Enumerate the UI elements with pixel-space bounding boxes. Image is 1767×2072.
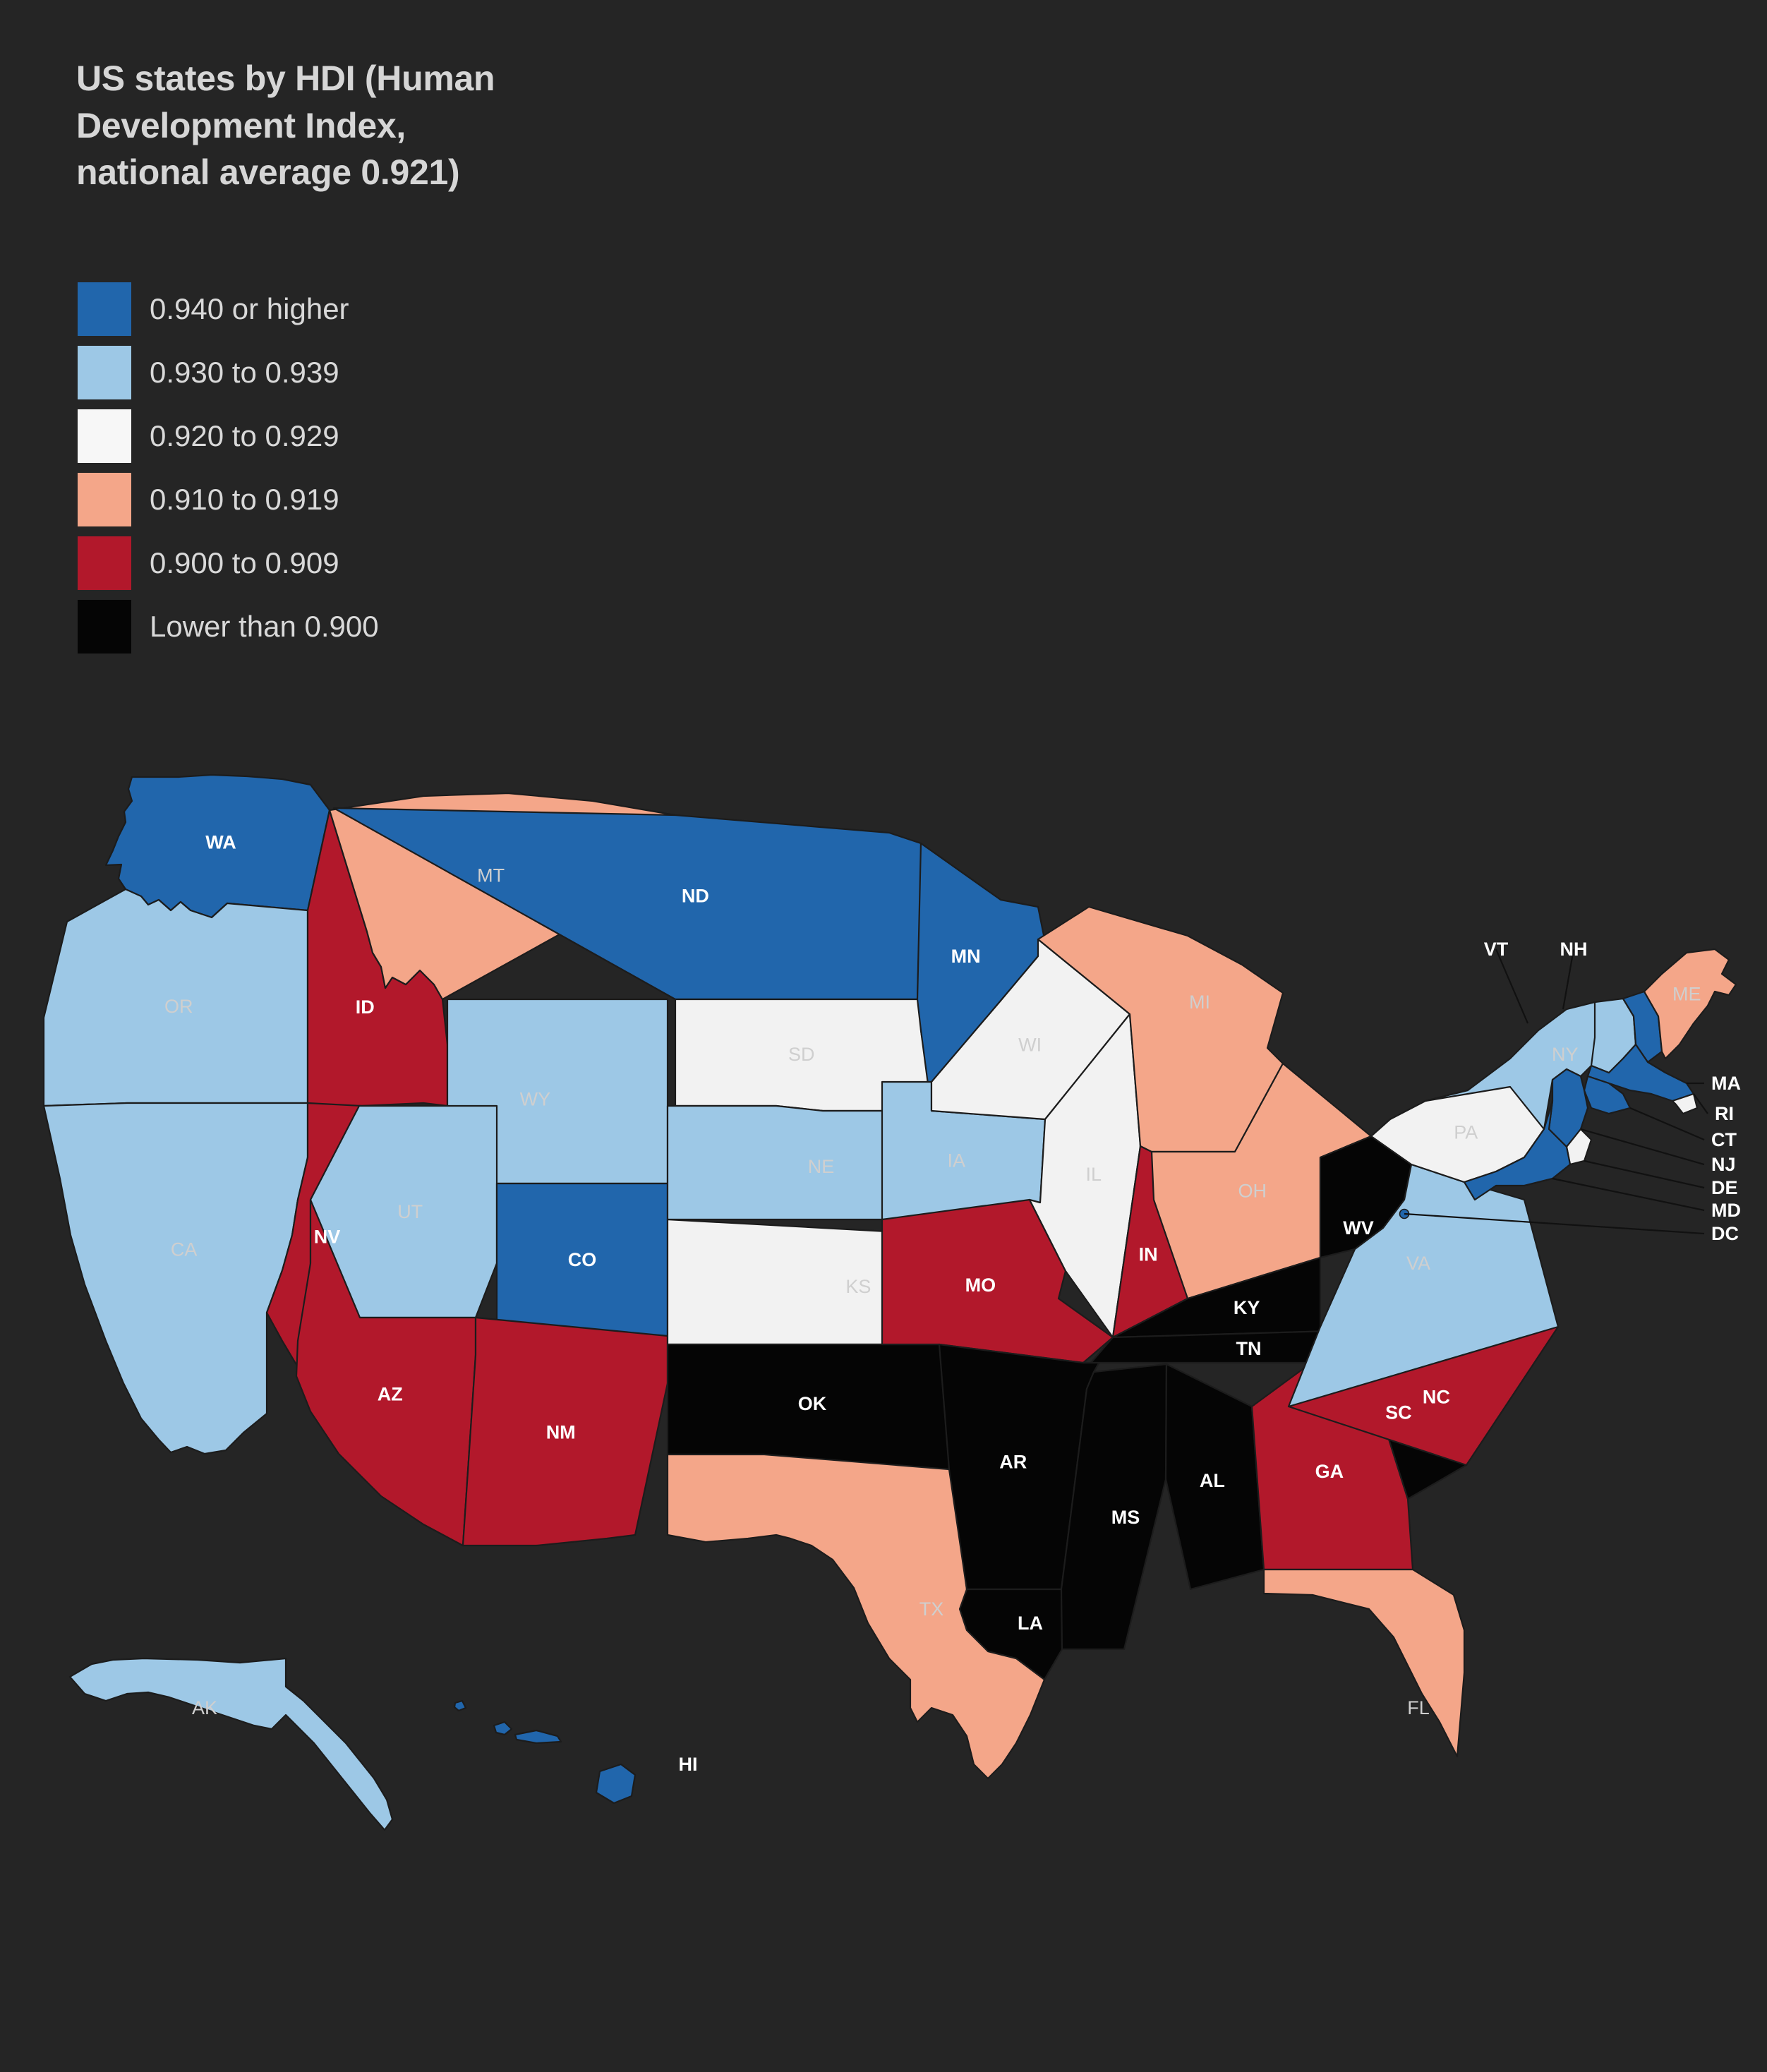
svg-text:MO: MO <box>965 1275 996 1296</box>
svg-text:KS: KS <box>845 1276 871 1297</box>
svg-text:FL: FL <box>1407 1697 1430 1718</box>
svg-text:AL: AL <box>1200 1470 1225 1491</box>
svg-text:CT: CT <box>1711 1129 1737 1150</box>
svg-text:CO: CO <box>568 1249 597 1270</box>
svg-text:DC: DC <box>1711 1223 1739 1244</box>
svg-text:LA: LA <box>1018 1613 1043 1634</box>
svg-text:NJ: NJ <box>1711 1154 1736 1175</box>
svg-text:MN: MN <box>951 946 981 967</box>
svg-text:NC: NC <box>1423 1387 1450 1408</box>
svg-text:PA: PA <box>1454 1122 1478 1143</box>
svg-text:AK: AK <box>192 1697 217 1718</box>
svg-text:TN: TN <box>1236 1338 1262 1359</box>
svg-text:VT: VT <box>1484 939 1509 960</box>
svg-text:WV: WV <box>1343 1217 1374 1239</box>
svg-text:VA: VA <box>1406 1253 1430 1274</box>
svg-text:NV: NV <box>314 1226 341 1247</box>
svg-text:WA: WA <box>205 831 236 853</box>
svg-text:GA: GA <box>1315 1461 1344 1482</box>
svg-text:TX: TX <box>919 1598 944 1620</box>
svg-text:NE: NE <box>808 1156 835 1177</box>
svg-text:NY: NY <box>1552 1044 1579 1065</box>
svg-text:MS: MS <box>1111 1507 1140 1528</box>
svg-text:IN: IN <box>1139 1244 1158 1265</box>
svg-text:KY: KY <box>1234 1297 1260 1318</box>
svg-text:SC: SC <box>1385 1402 1412 1423</box>
svg-text:ID: ID <box>356 996 375 1018</box>
svg-text:IA: IA <box>948 1150 966 1171</box>
svg-text:ME: ME <box>1672 983 1701 1004</box>
svg-text:RI: RI <box>1715 1103 1734 1124</box>
svg-text:OR: OR <box>164 996 193 1017</box>
svg-text:HI: HI <box>679 1754 698 1775</box>
svg-text:AZ: AZ <box>378 1384 403 1405</box>
svg-text:MD: MD <box>1711 1200 1741 1221</box>
svg-text:NH: NH <box>1560 939 1588 960</box>
svg-text:OK: OK <box>798 1393 827 1414</box>
svg-text:IL: IL <box>1086 1164 1102 1185</box>
svg-text:WI: WI <box>1018 1035 1042 1056</box>
svg-text:ND: ND <box>682 886 709 907</box>
svg-text:MI: MI <box>1189 992 1210 1013</box>
svg-text:DE: DE <box>1711 1177 1738 1198</box>
svg-text:MT: MT <box>477 865 505 886</box>
svg-text:CA: CA <box>171 1239 198 1260</box>
svg-text:UT: UT <box>397 1201 423 1222</box>
svg-text:NM: NM <box>546 1422 576 1443</box>
svg-text:OH: OH <box>1238 1181 1267 1202</box>
svg-text:MA: MA <box>1711 1073 1741 1094</box>
svg-text:SD: SD <box>788 1044 815 1065</box>
svg-text:AR: AR <box>999 1452 1027 1473</box>
svg-text:WY: WY <box>520 1088 551 1109</box>
